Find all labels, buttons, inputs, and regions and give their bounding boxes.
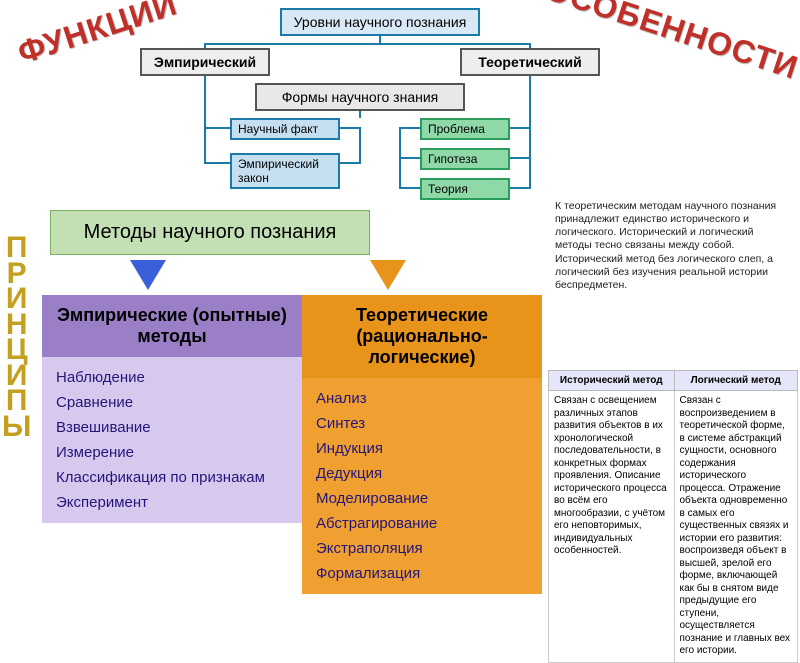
list-item: Анализ [316,386,528,411]
node-hypothesis: Гипотеза [420,148,510,170]
node-theory: Теория [420,178,510,200]
list-item: Наблюдение [56,365,288,390]
node-problem: Проблема [420,118,510,140]
node-empirical: Эмпирический [140,48,270,76]
list-item: Измерение [56,440,288,465]
node-theoretical: Теоретический [460,48,600,76]
list-item: Классификация по признакам [56,465,288,490]
node-root: Уровни научного познания [280,8,480,36]
theoretical-list: АнализСинтезИндукцияДедукцияМоделировани… [302,378,542,594]
column-empirical: Эмпирические (опытные) методы Наблюдение… [42,295,302,523]
list-item: Индукция [316,436,528,461]
list-item: Дедукция [316,461,528,486]
list-item: Экстраполяция [316,536,528,561]
compare-col1-header: Исторический метод [549,371,675,391]
wordart-principles: ПРИНЦИПЫ [2,235,31,439]
list-item: Синтез [316,411,528,436]
list-item: Моделирование [316,486,528,511]
list-item: Сравнение [56,390,288,415]
compare-cell2: Связан с воспроизведением в теоретическо… [674,391,798,663]
list-item: Абстрагирование [316,511,528,536]
node-forms: Формы научного знания [255,83,465,111]
node-fact: Научный факт [230,118,340,140]
compare-table: Исторический метод Логический метод Связ… [548,370,798,663]
theoretical-header: Теоретические (рационально-логические) [302,295,542,378]
empirical-list: НаблюдениеСравнениеВзвешиваниеИзмерениеК… [42,357,302,523]
list-item: Эксперимент [56,490,288,515]
arrow-theoretical [370,260,406,290]
arrow-empirical [130,260,166,290]
column-theoretical: Теоретические (рационально-логические) А… [302,295,542,594]
compare-col2-header: Логический метод [674,371,798,391]
methods-title: Методы научного познания [50,210,370,255]
list-item: Формализация [316,561,528,586]
empirical-header: Эмпирические (опытные) методы [42,295,302,357]
node-law: Эмпирический закон [230,153,340,189]
compare-cell1: Связан с освещением различных этапов раз… [549,391,675,663]
right-note: К теоретическим методам научного познани… [555,200,790,292]
list-item: Взвешивание [56,415,288,440]
